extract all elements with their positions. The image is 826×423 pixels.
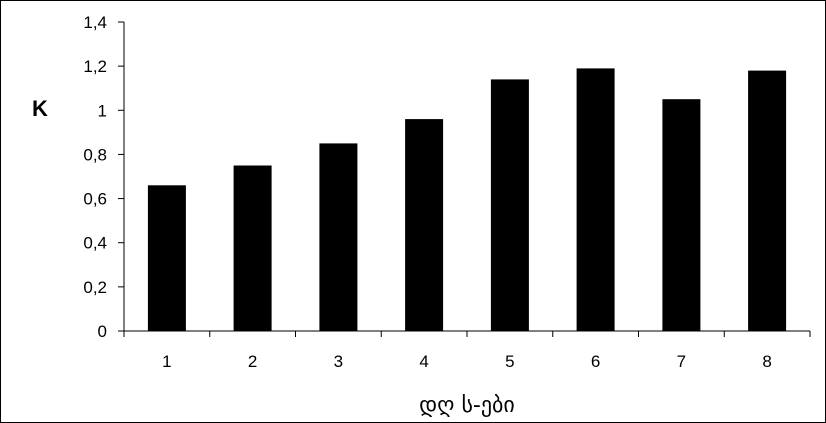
x-tick-label: 4 — [419, 352, 428, 371]
x-tick-label: 8 — [762, 352, 771, 371]
x-tick-label: 5 — [505, 352, 514, 371]
y-ticks-group: 0 0,2 0,4 0,6 0,8 1 1,2 1,4 — [83, 13, 124, 341]
y-axis-label: K — [32, 96, 48, 121]
y-tick-label: 0,2 — [83, 278, 107, 297]
bar-3 — [319, 143, 358, 331]
x-axis-label: დღ ს-ები — [419, 393, 515, 418]
bar-1 — [147, 185, 186, 331]
y-tick-label: 0,6 — [83, 190, 107, 209]
y-tick-label: 1 — [98, 101, 107, 120]
x-tick-label: 7 — [677, 352, 686, 371]
bar-6 — [576, 68, 615, 332]
x-tick-label: 3 — [334, 352, 343, 371]
bar-5 — [490, 79, 529, 332]
bar-2 — [233, 165, 272, 331]
x-ticks-group: 1 2 3 4 5 6 7 8 — [123, 331, 811, 371]
y-tick-label: 0 — [98, 322, 107, 341]
y-tick-label: 1,4 — [83, 13, 107, 32]
x-tick-label: 1 — [162, 352, 171, 371]
x-tick-label: 2 — [248, 352, 257, 371]
bar-8 — [748, 70, 787, 331]
y-tick-label: 0,8 — [83, 145, 107, 164]
bars-group — [147, 68, 787, 332]
bar-7 — [662, 99, 701, 331]
y-tick-label: 1,2 — [83, 57, 107, 76]
x-tick-label: 6 — [591, 352, 600, 371]
bar-4 — [405, 119, 444, 331]
y-tick-label: 0,4 — [83, 234, 107, 253]
